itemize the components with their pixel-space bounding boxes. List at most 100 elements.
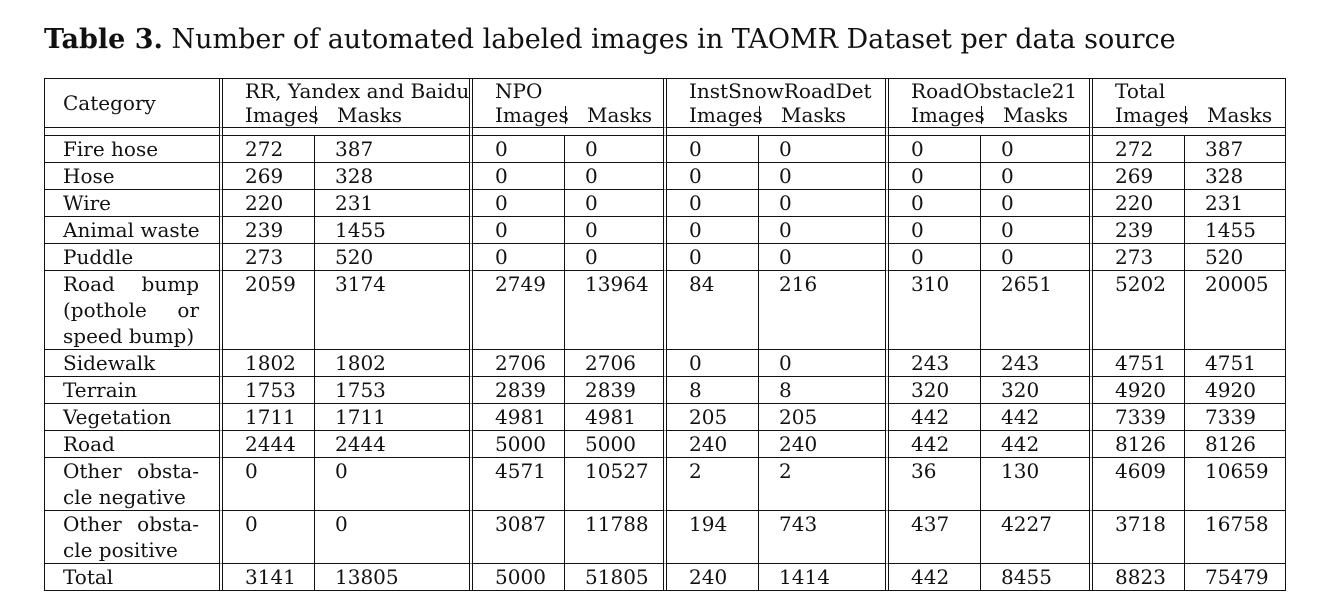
category-cell: Sidewalk xyxy=(45,350,223,377)
category-cell: Vegetation xyxy=(45,404,223,431)
masks-cell: 130 xyxy=(981,458,1094,511)
table-row: Hose 269 328 0 0 0 0 0 0 269 328 xyxy=(45,163,1286,190)
masks-cell: 13805 xyxy=(315,564,474,590)
images-cell: 320 xyxy=(889,377,982,404)
masks-cell: 7339 xyxy=(1185,404,1286,431)
masks-cell: 0 xyxy=(981,190,1094,217)
masks-cell: 442 xyxy=(981,431,1094,458)
images-cell: 0 xyxy=(473,217,566,244)
masks-cell: 1802 xyxy=(315,350,474,377)
images-cell: 240 xyxy=(667,431,760,458)
images-cell: 272 xyxy=(223,136,315,163)
images-cell: 0 xyxy=(667,244,760,271)
images-cell: 0 xyxy=(667,217,760,244)
group-header-total: Total Images Masks xyxy=(1093,79,1285,127)
table-row: Total 3141 13805 5000 51805 240 1414 442 8455 882… xyxy=(45,564,1285,590)
table-row: Terrain 1753 1753 2839 2839 8 8 320 320 4920 4920 xyxy=(45,377,1286,404)
images-cell: 239 xyxy=(1093,217,1186,244)
images-cell: 0 xyxy=(473,244,566,271)
table-row: Wire 220 231 0 0 0 0 0 0 220 231 xyxy=(45,190,1286,217)
masks-cell: 387 xyxy=(1185,136,1286,163)
masks-cell: 0 xyxy=(759,190,890,217)
table-row: Road 2444 2444 5000 5000 240 240 442 442 8126 8126 xyxy=(45,431,1286,458)
masks-cell: 243 xyxy=(981,350,1094,377)
group-header-npo: NPO Images Masks xyxy=(473,79,668,127)
masks-cell: 0 xyxy=(565,190,668,217)
masks-cell: 4751 xyxy=(1185,350,1286,377)
masks-cell: 8455 xyxy=(981,564,1094,590)
table-row: Road bump (pothole or speed bump) 2059 317… xyxy=(45,271,1286,350)
masks-cell: 442 xyxy=(981,404,1094,431)
images-cell: 220 xyxy=(1093,190,1186,217)
images-cell: 1802 xyxy=(223,350,315,377)
images-cell: 0 xyxy=(889,163,982,190)
masks-cell: 0 xyxy=(759,350,890,377)
masks-cell: 4920 xyxy=(1185,377,1286,404)
images-cell: 0 xyxy=(667,136,760,163)
images-cell: 2444 xyxy=(223,431,315,458)
images-cell: 5000 xyxy=(473,564,566,590)
images-cell: 240 xyxy=(667,564,760,590)
group-title: InstSnowRoadDet xyxy=(689,79,872,103)
images-cell: 243 xyxy=(889,350,982,377)
images-cell: 2839 xyxy=(473,377,566,404)
masks-cell: 743 xyxy=(759,511,890,564)
images-cell: 3718 xyxy=(1093,511,1186,564)
masks-cell: 520 xyxy=(1185,244,1286,271)
masks-cell: 328 xyxy=(1185,163,1286,190)
category-cell: Fire hose xyxy=(45,136,223,163)
images-cell: 0 xyxy=(889,136,982,163)
images-header: Images xyxy=(689,103,763,127)
masks-cell: 0 xyxy=(759,244,890,271)
images-cell: 0 xyxy=(889,217,982,244)
masks-cell: 231 xyxy=(315,190,474,217)
images-cell: 1711 xyxy=(223,404,315,431)
header-gap xyxy=(45,127,1286,136)
images-cell: 442 xyxy=(889,404,982,431)
masks-cell: 0 xyxy=(981,136,1094,163)
table-row: Puddle 273 520 0 0 0 0 0 0 273 520 xyxy=(45,244,1286,271)
masks-cell: 328 xyxy=(315,163,474,190)
header-row: Category RR, Yandex and Baidu Images Mask… xyxy=(45,79,1285,127)
masks-cell: 51805 xyxy=(565,564,668,590)
images-cell: 8126 xyxy=(1093,431,1186,458)
category-cell: Road xyxy=(45,431,223,458)
images-cell: 8823 xyxy=(1093,564,1186,590)
masks-cell: 0 xyxy=(759,217,890,244)
masks-cell: 0 xyxy=(565,163,668,190)
masks-cell: 2 xyxy=(759,458,890,511)
masks-cell: 20005 xyxy=(1185,271,1286,350)
images-cell: 5000 xyxy=(473,431,566,458)
category-cell: Total xyxy=(45,564,223,590)
category-cell: Animal waste xyxy=(45,217,223,244)
masks-cell: 4981 xyxy=(565,404,668,431)
masks-header: Masks xyxy=(1003,103,1069,127)
masks-cell: 13964 xyxy=(565,271,668,350)
images-header: Images xyxy=(245,103,319,127)
masks-cell: 2706 xyxy=(565,350,668,377)
images-cell: 442 xyxy=(889,564,982,590)
images-cell: 4920 xyxy=(1093,377,1186,404)
category-cell: Wire xyxy=(45,190,223,217)
masks-cell: 1753 xyxy=(315,377,474,404)
masks-cell: 5000 xyxy=(565,431,668,458)
masks-cell: 0 xyxy=(315,458,474,511)
images-cell: 205 xyxy=(667,404,760,431)
images-cell: 3087 xyxy=(473,511,566,564)
images-cell: 0 xyxy=(223,511,315,564)
images-cell: 310 xyxy=(889,271,982,350)
group-title: RR, Yandex and Baidu xyxy=(245,79,470,103)
masks-cell: 2444 xyxy=(315,431,474,458)
images-cell: 84 xyxy=(667,271,760,350)
images-cell: 2059 xyxy=(223,271,315,350)
category-header: Category xyxy=(45,79,223,127)
images-cell: 437 xyxy=(889,511,982,564)
table-caption: Table 3. Number of automated labeled ima… xyxy=(44,24,1176,56)
masks-cell: 0 xyxy=(565,136,668,163)
masks-cell: 2839 xyxy=(565,377,668,404)
masks-cell: 0 xyxy=(981,244,1094,271)
masks-cell: 216 xyxy=(759,271,890,350)
images-cell: 442 xyxy=(889,431,982,458)
masks-header: Masks xyxy=(337,103,403,127)
masks-header: Masks xyxy=(587,103,653,127)
